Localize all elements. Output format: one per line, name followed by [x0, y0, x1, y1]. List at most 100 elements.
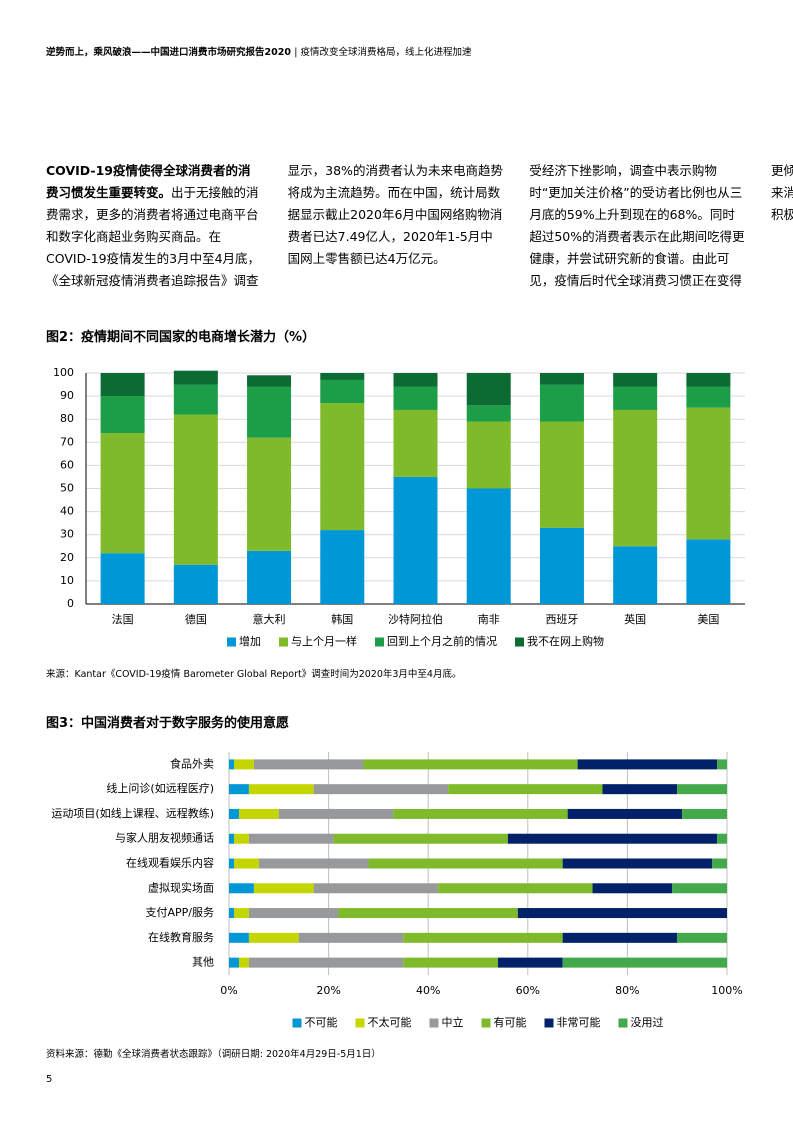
y-tick-label: 60: [60, 458, 74, 471]
legend-swatch: [227, 637, 236, 647]
bar-segment: [247, 386, 292, 438]
bar-segment: [320, 379, 365, 404]
header-title: 逆势而上，乘风破浪——中国进口消费市场研究报告2020: [46, 47, 291, 58]
bar-segment: [562, 932, 678, 943]
bar-segment: [247, 375, 292, 387]
bar-segment: [403, 932, 563, 943]
legend-label: 回到上个月之前的情况: [387, 634, 497, 648]
bar-segment: [229, 759, 234, 770]
bar-segment: [173, 370, 218, 385]
bar-segment: [403, 957, 498, 968]
bar-segment: [229, 808, 239, 819]
x-tick-label: 60%: [516, 984, 540, 997]
legend-label: 不太可能: [368, 1015, 412, 1029]
x-tick-label: 南非: [478, 613, 500, 626]
legend-label: 与上个月一样: [291, 634, 357, 648]
bar-segment: [686, 539, 731, 604]
paragraph: 受经济下挫影响，调查中表示购物时“更加关注价格”的受访者比例也从三月底的59%上…: [529, 160, 793, 300]
y-tick-label: 与家人朋友视频通话: [115, 831, 214, 845]
x-tick-label: 0%: [220, 984, 237, 997]
bar-segment: [298, 932, 404, 943]
y-tick-label: 虚拟现实场面: [148, 880, 214, 894]
legend-swatch: [375, 637, 384, 647]
bar-segment: [248, 957, 404, 968]
bar-segment: [247, 437, 292, 551]
legend-swatch: [355, 1018, 365, 1028]
bar-segment: [517, 908, 727, 919]
bar-segment: [466, 405, 511, 422]
bar-segment: [229, 908, 234, 919]
bar-segment: [233, 833, 249, 844]
bar-segment: [686, 373, 731, 387]
bar-segment: [100, 373, 145, 397]
bar-segment: [100, 396, 145, 434]
x-tick-label: 德国: [185, 612, 207, 626]
bar-segment: [562, 858, 713, 869]
bar-segment: [248, 833, 334, 844]
y-tick-label: 其他: [192, 956, 214, 969]
legend-swatch: [618, 1018, 628, 1028]
chart-title: 图3：中国消费者对于数字服务的使用意愿: [46, 716, 290, 731]
y-tick-label: 50: [60, 482, 74, 495]
legend-label: 没用过: [631, 1016, 664, 1029]
bar-segment: [539, 527, 584, 604]
bar-segment: [613, 373, 658, 387]
bar-segment: [229, 932, 249, 943]
y-tick-label: 30: [60, 528, 74, 541]
bar-segment: [320, 373, 365, 380]
bar-segment: [677, 932, 727, 943]
bar-segment: [466, 373, 511, 406]
bar-segment: [258, 858, 369, 869]
legend-label: 有可能: [494, 1015, 527, 1029]
bar-segment: [248, 932, 299, 943]
bar-segment: [247, 550, 292, 604]
x-tick-label: 沙特阿拉伯: [388, 612, 443, 626]
bar-segment: [313, 883, 439, 894]
bar-segment: [100, 433, 145, 554]
bar-segment: [682, 808, 727, 819]
x-tick-label: 韩国: [331, 612, 353, 626]
bar-segment: [368, 858, 563, 869]
bar-segment: [393, 386, 438, 410]
bar-segment: [173, 384, 218, 415]
legend-swatch: [429, 1018, 439, 1028]
bar-segment: [238, 957, 249, 968]
y-tick-label: 80: [60, 412, 74, 425]
bar-segment: [253, 759, 364, 770]
bar-segment: [173, 564, 218, 604]
chart-title: 图2：疫情期间不同国家的电商增长潜力（%）: [46, 330, 316, 345]
y-tick-label: 线上问诊(如远程医疗): [106, 781, 214, 795]
bar-segment: [173, 414, 218, 565]
bar-segment: [278, 808, 394, 819]
bar-segment: [229, 858, 234, 869]
legend-swatch: [515, 637, 524, 647]
bar-segment: [717, 833, 727, 844]
bar-segment: [567, 808, 683, 819]
bar-segment: [229, 784, 249, 795]
bar-segment: [313, 784, 449, 795]
bar-segment: [248, 784, 314, 795]
bar-segment: [539, 421, 584, 528]
x-tick-label: 80%: [615, 984, 639, 997]
bar-segment: [253, 883, 314, 894]
bar-segment: [539, 384, 584, 422]
bar-segment: [577, 759, 718, 770]
y-tick-label: 20: [60, 551, 74, 564]
paragraph: COVID-19疫情使得全球消费者的消费习惯发生重要转变。出于无接触的消费需求，…: [46, 160, 504, 300]
bar-segment: [613, 409, 658, 547]
legend-label: 非常可能: [557, 1015, 601, 1029]
bar-segment: [466, 488, 511, 604]
bar-segment: [320, 530, 365, 604]
bar-segment: [717, 759, 727, 770]
page-number: 5: [46, 1074, 53, 1085]
source: 资料来源：德勤《全球消费者状态跟踪》（调研日期: 2020年4月29日-5月1日…: [46, 1049, 381, 1060]
bar-segment: [248, 908, 339, 919]
bar-segment: [238, 808, 279, 819]
bar-segment: [229, 833, 234, 844]
bar-segment: [466, 421, 511, 489]
legend-label: 不可能: [305, 1015, 338, 1029]
x-tick-label: 英国: [624, 612, 646, 626]
y-tick-label: 70: [60, 435, 74, 448]
